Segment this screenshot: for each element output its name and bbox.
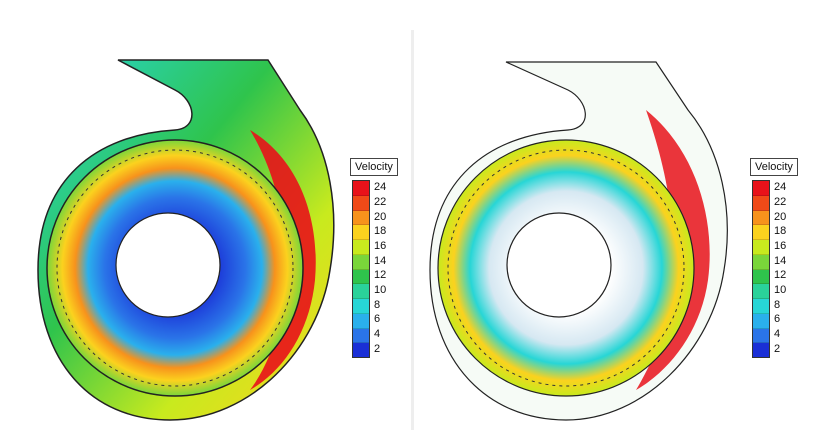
legend-tick-label: 18 <box>374 225 387 238</box>
legend-tick-label: 20 <box>774 210 787 223</box>
legend-tick-label: 14 <box>774 254 787 267</box>
legend-swatch <box>753 299 769 314</box>
legend-tick-label: 24 <box>774 181 787 194</box>
legend-tick-label: 4 <box>374 328 381 340</box>
legend-swatch <box>753 254 769 270</box>
legend-swatch <box>353 269 369 285</box>
legend-tick-label: 16 <box>774 240 787 252</box>
legend-swatch <box>753 240 769 255</box>
velocity-contour-panel: Velocity 24 22 20 18 16 14 12 10 8 6 4 2 <box>0 0 410 432</box>
legend-swatch <box>353 299 369 314</box>
legend-tick-label: 6 <box>374 313 381 326</box>
legend-color-bar <box>352 180 370 358</box>
legend-tick-label: 2 <box>374 342 381 355</box>
legend-swatch <box>353 284 369 299</box>
legend-swatch <box>753 181 769 196</box>
legend-swatch <box>753 195 769 211</box>
legend-swatch <box>353 225 369 240</box>
legend-title: Velocity <box>750 158 798 176</box>
legend-swatch <box>753 313 769 329</box>
legend-tick-label: 16 <box>374 240 387 252</box>
legend-tick-label: 12 <box>774 269 787 282</box>
legend-swatch <box>753 225 769 240</box>
legend-swatch <box>353 343 369 357</box>
velocity-vector-image <box>429 61 728 421</box>
legend-tick-label: 2 <box>774 342 781 355</box>
legend-swatch <box>353 195 369 211</box>
legend-tick-label: 10 <box>374 284 387 296</box>
legend-tick-label: 6 <box>774 313 781 326</box>
legend-swatch <box>353 181 369 196</box>
legend-swatch <box>753 328 769 344</box>
legend-tick-label: 10 <box>774 284 787 296</box>
legend-swatch <box>353 210 369 226</box>
velocity-contour-image <box>37 59 335 421</box>
legend-swatch <box>753 284 769 299</box>
legend-swatch <box>353 313 369 329</box>
legend-swatch <box>753 269 769 285</box>
legend-tick-label: 8 <box>774 298 781 311</box>
legend-swatch <box>753 343 769 357</box>
legend-tick-label: 22 <box>774 196 787 208</box>
legend-color-bar <box>752 180 770 358</box>
legend-tick-label: 12 <box>374 269 387 282</box>
legend-tick-label: 20 <box>374 210 387 223</box>
legend-swatch <box>353 240 369 255</box>
legend-tick-label: 22 <box>374 196 387 208</box>
velocity-vector-panel: Velocity 24 22 20 18 16 14 12 10 8 6 4 2 <box>416 0 839 432</box>
legend-tick-label: 14 <box>374 254 387 267</box>
panel-divider <box>411 30 414 430</box>
legend-tick-label: 24 <box>374 181 387 194</box>
legend-swatch <box>753 210 769 226</box>
legend-swatch <box>353 254 369 270</box>
legend-tick-label: 8 <box>374 298 381 311</box>
legend-swatch <box>353 328 369 344</box>
legend-title: Velocity <box>350 158 398 176</box>
legend-tick-label: 4 <box>774 328 781 340</box>
legend-tick-label: 18 <box>774 225 787 238</box>
